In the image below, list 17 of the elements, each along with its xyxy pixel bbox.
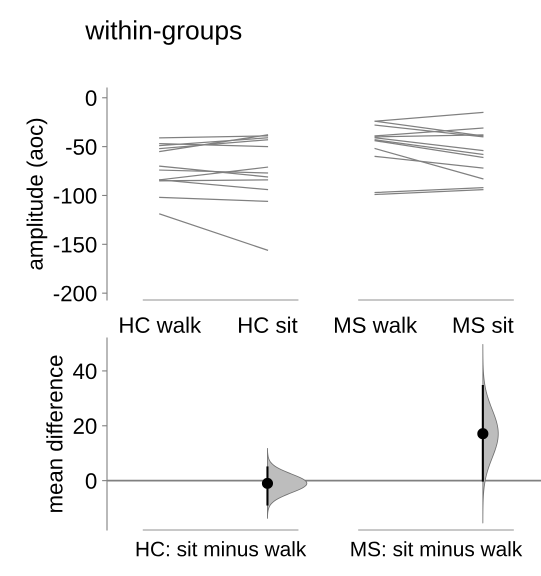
y-tick-label: 0 (86, 90, 96, 106)
y-tick-label: 20 (74, 418, 96, 434)
y-tick-label: 0 (86, 473, 96, 489)
y-tick-label: -200 (54, 286, 96, 302)
y-axis-title: mean difference (46, 356, 63, 512)
y-tick-label: -150 (54, 236, 96, 253)
x-tick-label: HC sit (239, 316, 298, 333)
y-tick-label: -50 (66, 139, 96, 155)
y-tick-label: 40 (73, 363, 96, 380)
x-tick-label: MS sit (454, 316, 514, 333)
y-tick-label: -100 (54, 188, 96, 204)
chart-title: within-groups (85, 20, 242, 45)
x-tick-label: HC walk (120, 316, 202, 333)
x-tick-label: MS: sit minus walk (351, 541, 522, 556)
y-axis-title: amplitude (aoc) (26, 118, 48, 270)
x-tick-label: HC: sit minus walk (136, 541, 306, 556)
x-tick-label: MS walk (334, 316, 418, 333)
